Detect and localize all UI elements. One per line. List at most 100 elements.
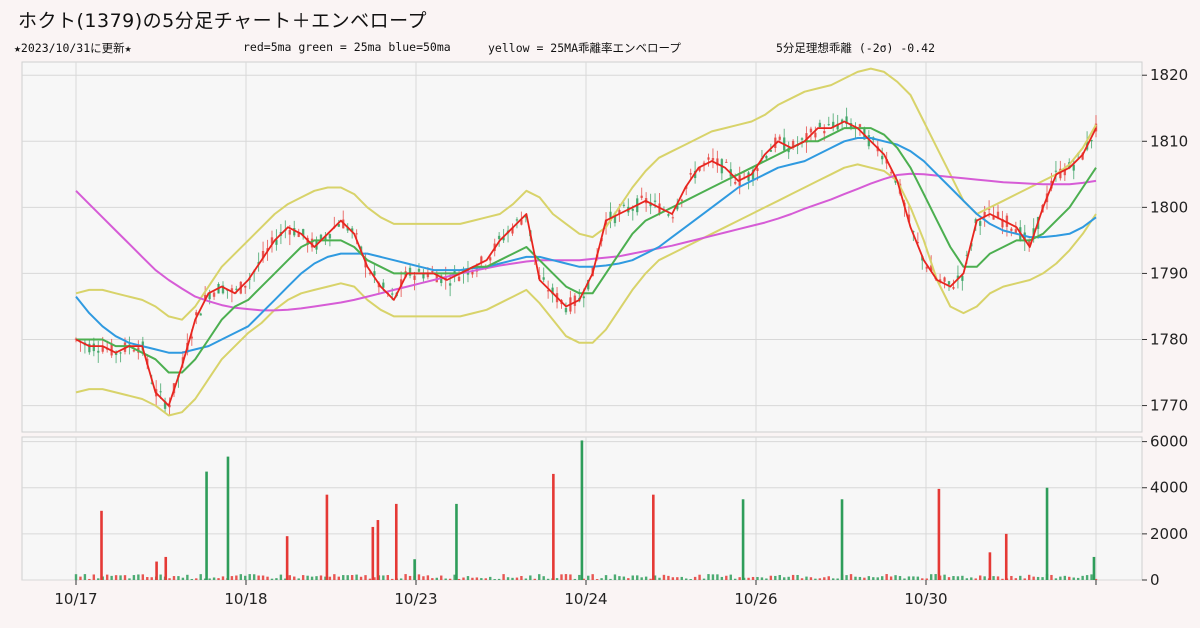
volume-bar	[863, 577, 866, 580]
candle-body	[551, 287, 554, 295]
x-tick-label: 10/26	[734, 590, 777, 608]
candle-body	[297, 232, 300, 237]
long-ma-line	[75, 172, 1097, 312]
candle-body	[774, 137, 777, 149]
volume-spike	[652, 494, 655, 580]
chart-title: ホクト(1379)の5分足チャート＋エンベロープ	[18, 10, 427, 32]
volume-bar	[587, 575, 590, 580]
volume-spike	[1092, 556, 1096, 580]
candle-body	[809, 128, 813, 133]
candle-body	[832, 121, 835, 127]
candle-body	[671, 217, 675, 219]
volume-bar	[818, 578, 822, 580]
volume-bar	[359, 576, 363, 580]
candle-body	[702, 162, 706, 164]
volume-spike	[371, 526, 375, 580]
volume-bar	[404, 574, 407, 580]
candle-body	[448, 283, 452, 286]
x-axis: 10/17 10/18 10/23 10/24 10/26 10/30	[54, 580, 1097, 608]
volume-bar	[235, 575, 238, 580]
volume-bar	[440, 575, 443, 580]
volume-bar	[391, 578, 394, 580]
candle-body	[324, 236, 327, 240]
volume-bar	[346, 575, 349, 580]
volume-bar	[288, 575, 291, 580]
volume-bar	[301, 575, 305, 580]
candle-body	[511, 227, 514, 234]
x-tick-label: 10/24	[564, 590, 607, 608]
volume-bar	[1094, 578, 1098, 580]
volume-spike	[455, 503, 458, 580]
volume-bar	[74, 574, 78, 580]
candle-body	[426, 273, 430, 278]
volume-bar	[738, 577, 741, 580]
volume-bar	[520, 576, 523, 580]
volume-bar	[1090, 574, 1093, 580]
candle-body	[101, 347, 104, 352]
candle-body	[716, 158, 719, 166]
volume-bar	[787, 576, 790, 580]
volume-bar	[716, 574, 719, 580]
volume-bar	[774, 575, 777, 580]
candle-body	[840, 119, 844, 123]
volume-spike	[840, 499, 844, 580]
volume-bar	[270, 578, 274, 580]
candle-body	[1023, 232, 1026, 242]
candle-body	[150, 382, 153, 384]
candle-body	[676, 205, 679, 210]
volume-bar	[872, 577, 875, 580]
candle-body	[1072, 164, 1075, 171]
volume-bar	[613, 574, 617, 580]
volume-bar	[497, 578, 501, 580]
candle-body	[337, 224, 340, 227]
volume-bar	[199, 574, 202, 580]
volume-bar	[217, 578, 220, 580]
candle-body	[734, 181, 737, 184]
candle-body	[288, 230, 291, 235]
candle-body	[689, 172, 692, 175]
volume-bar	[600, 578, 603, 580]
volume-bar	[555, 578, 559, 580]
volume-bar	[578, 574, 581, 580]
volume-bar	[720, 576, 724, 580]
volume-bar	[172, 576, 176, 580]
volume-bar	[734, 578, 737, 580]
candle-body	[756, 168, 759, 172]
ma-legend-text: red=5ma green = 25ma blue=50ma	[243, 40, 451, 54]
volume-bar	[823, 577, 826, 580]
candle-body	[952, 286, 955, 289]
candle-body	[515, 219, 519, 221]
volume-bar	[355, 574, 358, 580]
volume-bar	[386, 575, 389, 580]
candle-body	[707, 157, 710, 160]
volume-spike	[376, 520, 380, 580]
volume-bar	[1019, 575, 1022, 580]
volume-bar	[128, 578, 131, 580]
volume-bar	[333, 574, 336, 580]
candle-body	[711, 157, 715, 161]
volume-bar	[961, 575, 964, 580]
volume-bar	[426, 575, 430, 580]
volume-bar	[462, 577, 465, 580]
volume-bar	[279, 574, 283, 580]
candle-body	[564, 308, 568, 313]
volume-bar	[524, 578, 528, 580]
price-y-tick-label: 1800	[1150, 198, 1188, 216]
ma5-line	[75, 120, 1097, 407]
candle-body	[497, 235, 501, 240]
volume-bar	[146, 577, 149, 580]
volume-bar	[756, 576, 759, 580]
candle-body	[413, 275, 416, 280]
volume-bar	[431, 578, 434, 580]
candle-body	[800, 138, 804, 140]
volume-bar	[903, 578, 906, 580]
candle-body	[845, 116, 848, 124]
volume-spike	[164, 556, 168, 580]
candle-body	[261, 251, 265, 259]
candle-body	[992, 215, 995, 220]
volume-bar	[729, 574, 732, 580]
candle-body	[399, 279, 403, 288]
volume-bar	[725, 575, 728, 580]
volume-bar	[640, 577, 643, 580]
candle-body	[867, 135, 871, 147]
